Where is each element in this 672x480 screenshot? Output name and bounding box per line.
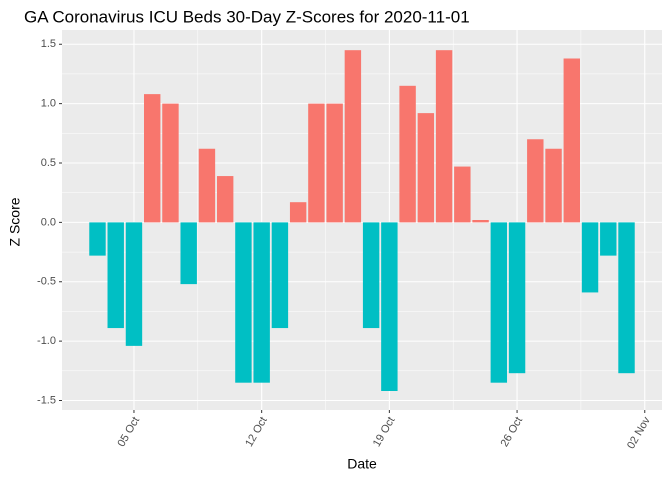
bar <box>600 222 617 256</box>
bar <box>618 222 635 374</box>
plot-background <box>62 30 662 410</box>
bar <box>180 222 197 285</box>
bar <box>271 222 289 329</box>
bar <box>125 222 143 346</box>
bar <box>472 220 489 223</box>
y-tick-label: 0.5 <box>41 157 56 169</box>
x-tick-label: 02 Nov <box>625 415 653 452</box>
y-tick-label: -0.5 <box>37 276 56 288</box>
bar <box>435 50 453 223</box>
bar <box>235 222 252 383</box>
bar <box>89 222 106 256</box>
x-tick-label: 05 Oct <box>115 415 142 449</box>
bar <box>399 85 416 223</box>
x-tick-label: 26 Oct <box>499 415 526 449</box>
x-axis-title: Date <box>347 456 377 472</box>
bar <box>198 148 216 223</box>
bar <box>162 103 179 223</box>
bar <box>289 202 307 223</box>
bar <box>326 103 343 223</box>
bar <box>527 139 544 223</box>
bar <box>454 166 471 223</box>
y-tick-label: 0.0 <box>41 216 56 228</box>
bar <box>381 222 398 391</box>
bar <box>417 113 435 223</box>
bar <box>253 222 270 383</box>
chart-title: GA Coronavirus ICU Beds 30-Day Z-Scores … <box>24 7 470 26</box>
y-tick-label: -1.5 <box>37 394 56 406</box>
bar <box>581 222 599 293</box>
bar <box>508 222 526 374</box>
bar <box>216 176 234 223</box>
bar <box>545 148 562 223</box>
bar <box>144 94 161 223</box>
y-axis-title: Z Score <box>7 197 23 246</box>
bar <box>362 222 380 329</box>
bar <box>308 103 325 223</box>
bar <box>490 222 508 383</box>
bar <box>563 58 580 223</box>
bar <box>344 50 362 223</box>
y-tick-label: 1.5 <box>41 38 56 50</box>
x-tick-label: 19 Oct <box>371 415 398 449</box>
bar <box>107 222 124 329</box>
y-tick-label: 1.0 <box>41 98 56 110</box>
y-tick-label: -1.0 <box>37 335 56 347</box>
x-tick-label: 12 Oct <box>243 415 270 449</box>
